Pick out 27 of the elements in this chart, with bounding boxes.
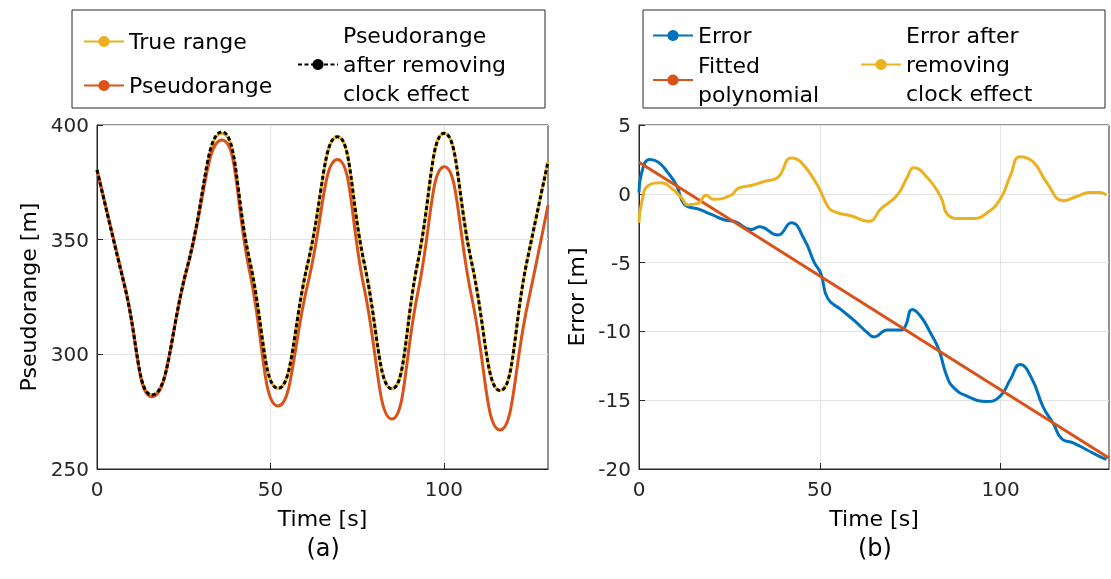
legend-label: Error after removing clock effect xyxy=(906,23,1033,106)
y-tick-label: 5 xyxy=(618,113,631,137)
legend-label: Pseudorange after removing clock effect xyxy=(343,23,514,106)
y-tick-label: 300 xyxy=(50,342,89,367)
legend-label: Error xyxy=(698,23,753,48)
y-tick-label: 250 xyxy=(50,457,89,481)
y-tick-label: 0 xyxy=(618,181,631,206)
legend-label: True range xyxy=(128,29,247,54)
y-tick-label: 400 xyxy=(50,113,89,137)
x-tick-label: 0 xyxy=(90,477,104,501)
text: (a) xyxy=(306,534,340,562)
y-tick-label: -10 xyxy=(598,319,631,344)
legend-label: Pseudorange xyxy=(129,73,273,98)
y-axis-title: Pseudorange [m] xyxy=(16,202,42,392)
x-axis-title: Time [s] xyxy=(828,505,919,531)
x-axis-title: Time [s] xyxy=(276,505,368,531)
x-tick-label: 100 xyxy=(424,477,464,501)
y-axis-title: Error [m] xyxy=(563,247,589,347)
legend-label: Fitted polynomial xyxy=(698,53,820,107)
y-tick-label: -5 xyxy=(611,250,631,275)
text: (b) xyxy=(858,534,892,562)
y-tick-label: -20 xyxy=(598,457,631,481)
x-tick-label: 50 xyxy=(257,477,284,501)
y-tick-label: 350 xyxy=(50,227,89,252)
y-tick-label: -15 xyxy=(598,388,631,413)
x-tick-label: 50 xyxy=(807,477,833,501)
x-tick-label: 100 xyxy=(981,477,1020,501)
